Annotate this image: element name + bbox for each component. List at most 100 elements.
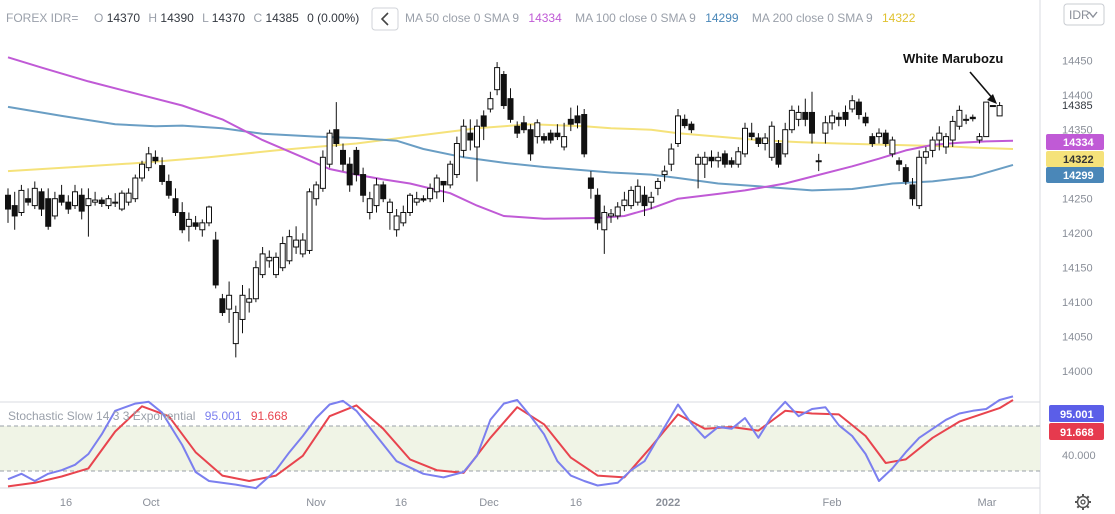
candle bbox=[453, 136, 460, 178]
candle bbox=[125, 188, 132, 206]
candle bbox=[393, 209, 400, 237]
candle bbox=[594, 188, 601, 230]
header-legend: FOREX IDR= O 14370 H 14390 L 14370 C 143… bbox=[6, 7, 916, 31]
candle bbox=[675, 109, 681, 147]
ma100-label: MA 100 close 0 SMA 9 bbox=[575, 11, 696, 25]
price-tick-label: 14200 bbox=[1062, 228, 1093, 240]
candle bbox=[983, 101, 990, 138]
candle bbox=[85, 188, 92, 237]
candle bbox=[835, 112, 842, 127]
candle bbox=[145, 146, 152, 172]
candle bbox=[614, 202, 621, 220]
candle bbox=[45, 188, 52, 230]
candle bbox=[520, 115, 527, 134]
candle bbox=[326, 129, 333, 168]
candle bbox=[480, 110, 487, 141]
stoch-label: Stochastic Slow 14 3 3 Exponential bbox=[8, 409, 195, 423]
candle bbox=[989, 105, 996, 108]
ma200-label: MA 200 close 0 SMA 9 bbox=[752, 11, 873, 25]
chevron-down-icon bbox=[1088, 11, 1098, 19]
settings-button[interactable] bbox=[1075, 494, 1091, 510]
candle bbox=[252, 260, 259, 303]
candle bbox=[688, 121, 695, 134]
time-tick-label: Nov bbox=[306, 497, 326, 509]
candle bbox=[132, 174, 139, 203]
stoch-band bbox=[0, 426, 1040, 471]
candle bbox=[547, 129, 554, 144]
candle bbox=[949, 115, 956, 147]
time-tick-label: 2022 bbox=[656, 497, 680, 509]
candle bbox=[969, 114, 976, 122]
ma50-label: MA 50 close 0 SMA 9 bbox=[405, 11, 519, 25]
price-tick-label: 14250 bbox=[1062, 194, 1093, 206]
annotation-arrow bbox=[969, 71, 997, 104]
candle bbox=[239, 284, 246, 334]
candle bbox=[219, 293, 226, 316]
stochastic-lines bbox=[7, 395, 1014, 490]
candle bbox=[775, 140, 782, 168]
candle bbox=[862, 112, 869, 127]
candle bbox=[788, 105, 795, 134]
candle bbox=[507, 88, 514, 123]
candle bbox=[567, 107, 574, 132]
svg-text:MA 50 close 0 SMA 9 1433: MA 50 close 0 SMA 9 14334 MA 100 close 0… bbox=[405, 11, 916, 25]
stoch-k-value: 95.001 bbox=[205, 409, 242, 423]
candle bbox=[105, 195, 112, 210]
price-tick-label: 14400 bbox=[1062, 90, 1093, 102]
close-label: C bbox=[253, 11, 262, 25]
candle bbox=[561, 122, 568, 151]
time-tick-label: 16 bbox=[570, 497, 582, 509]
ma100-badge: 14299 bbox=[1046, 167, 1104, 183]
stoch-k-badge-label: 95.001 bbox=[1060, 409, 1094, 421]
candle bbox=[943, 133, 949, 154]
candle bbox=[855, 98, 862, 120]
candle bbox=[340, 143, 346, 172]
candle bbox=[581, 109, 588, 158]
candle bbox=[708, 150, 715, 168]
stoch-d-value: 91.668 bbox=[251, 409, 288, 423]
stoch-d-badge-label: 91.668 bbox=[1060, 427, 1094, 439]
candle bbox=[467, 119, 474, 151]
candle bbox=[92, 191, 99, 206]
candle bbox=[922, 146, 929, 165]
candle bbox=[185, 212, 192, 242]
candle bbox=[634, 179, 641, 206]
candle bbox=[118, 190, 125, 212]
candle bbox=[695, 153, 702, 189]
time-tick-label: 16 bbox=[60, 497, 72, 509]
price-axis[interactable]: 1400014050141001415014200142501430014350… bbox=[1062, 56, 1093, 379]
candle bbox=[440, 180, 447, 203]
candle bbox=[721, 150, 728, 168]
ma200-line bbox=[7, 123, 1014, 173]
candle bbox=[306, 188, 313, 254]
candle bbox=[782, 122, 789, 158]
candle bbox=[668, 143, 675, 172]
scale-button-label: IDR bbox=[1069, 8, 1090, 22]
candle bbox=[427, 183, 434, 203]
candle bbox=[78, 188, 85, 220]
candle bbox=[996, 102, 1003, 117]
price-tick-label: 14000 bbox=[1062, 366, 1093, 378]
collapse-legend-button[interactable] bbox=[371, 7, 399, 31]
candles bbox=[5, 62, 1003, 358]
candle bbox=[876, 128, 882, 144]
candle bbox=[762, 133, 769, 151]
ma200-value: 14322 bbox=[882, 11, 916, 25]
candle bbox=[360, 167, 367, 203]
high-value: 14390 bbox=[160, 11, 194, 25]
change-value: 0 (0.00%) bbox=[307, 11, 359, 25]
time-axis[interactable]: 16 Oct Nov 16 Dec 16 2022 Feb Mar bbox=[60, 497, 997, 509]
candle bbox=[534, 119, 541, 144]
scale-button[interactable]: IDR bbox=[1063, 3, 1105, 26]
candle bbox=[11, 191, 18, 230]
candle bbox=[353, 146, 360, 182]
price-tick-label: 14350 bbox=[1062, 125, 1093, 137]
candle bbox=[896, 157, 903, 172]
candle bbox=[809, 91, 815, 144]
candle bbox=[648, 191, 655, 210]
candle bbox=[25, 188, 32, 206]
time-tick-label: Oct bbox=[142, 497, 159, 509]
candle bbox=[333, 102, 340, 147]
candle bbox=[608, 209, 614, 223]
